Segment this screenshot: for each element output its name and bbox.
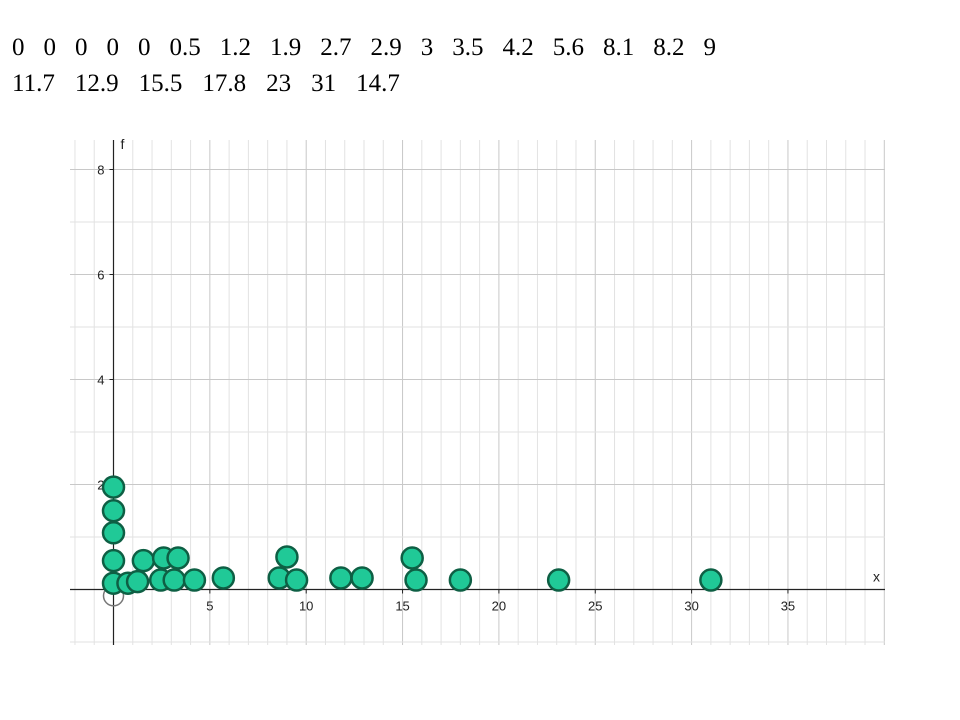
value-item: 8.1 <box>603 34 635 61</box>
x-tick-label: 15 <box>395 599 409 614</box>
data-point <box>400 546 424 570</box>
x-axis-label: x <box>873 569 880 585</box>
y-tick-label: 4 <box>97 373 104 388</box>
data-point <box>546 568 571 592</box>
data-point <box>211 566 236 590</box>
value-item: 4.2 <box>502 34 534 61</box>
y-tick-label: 8 <box>97 163 104 178</box>
value-item: 0 <box>12 34 25 61</box>
value-item: 0 <box>138 34 151 61</box>
data-point <box>101 475 126 499</box>
data-point <box>404 568 428 592</box>
value-item: 3.5 <box>452 34 484 61</box>
tick-labels: 5 10 15 20 25 30 35 2 4 6 8 <box>97 163 795 614</box>
value-item: 0 <box>43 34 57 61</box>
value-item: 11.7 <box>12 70 55 97</box>
x-tick-label: 20 <box>492 599 506 614</box>
value-item: 1.2 <box>219 34 251 61</box>
x-tick-label: 25 <box>588 599 602 614</box>
value-item: 12.9 <box>74 70 119 97</box>
value-item: 1.9 <box>270 34 302 61</box>
value-item: 17.8 <box>202 70 247 97</box>
value-item: 31 <box>311 70 337 97</box>
data-point <box>350 566 374 590</box>
y-tick-label: 6 <box>97 268 104 283</box>
data-point <box>101 521 126 545</box>
value-item: 8.2 <box>653 34 685 61</box>
value-item: 3 <box>420 34 434 61</box>
value-item: 14.7 <box>356 70 400 97</box>
value-list: 0 0 0 0 0 0.5 1.2 1.9 2.7 2.9 3 3.5 4.2 5.6 8.1 8.2 9 11… <box>12 30 960 102</box>
x-tick-label: 35 <box>781 599 795 614</box>
x-tick-label: 30 <box>684 599 698 614</box>
x-tick-label: 10 <box>299 599 313 614</box>
x-tick-label: 5 <box>206 599 213 614</box>
value-item: 2.9 <box>370 34 402 61</box>
value-item: 0 <box>75 34 88 61</box>
value-item: 23 <box>266 70 292 97</box>
data-points <box>101 475 723 607</box>
data-point <box>166 546 190 570</box>
data-point <box>448 568 473 592</box>
value-row-1: 0 0 0 0 0 0.5 1.2 1.9 2.7 2.9 3 3.5 4.2 5.6 8.1 8.2 9 <box>12 30 960 66</box>
data-point <box>182 568 207 592</box>
data-point <box>162 568 186 592</box>
data-point <box>284 568 309 592</box>
data-point <box>101 499 126 523</box>
value-row-2: 11.7 12.9 15.5 17.8 23 31 14.7 <box>12 66 960 102</box>
value-item: 0.5 <box>169 34 201 61</box>
data-point <box>101 548 126 573</box>
value-item: 2.7 <box>320 34 352 61</box>
value-item: 5.6 <box>552 34 584 61</box>
y-axis-label: f <box>121 136 125 152</box>
value-item: 15.5 <box>138 70 183 97</box>
data-point <box>125 569 150 594</box>
y-tick-label: 2 <box>97 478 104 493</box>
data-point <box>329 566 353 590</box>
data-point <box>131 548 156 573</box>
data-point <box>275 545 299 569</box>
value-item: 9 <box>703 34 717 61</box>
data-point <box>699 568 723 592</box>
value-item: 0 <box>106 34 120 61</box>
